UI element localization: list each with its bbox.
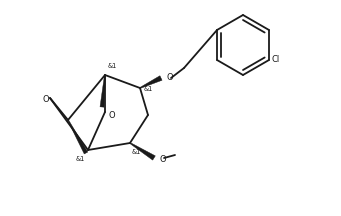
Text: O: O: [160, 154, 167, 164]
Text: O: O: [167, 73, 174, 81]
Polygon shape: [140, 76, 162, 88]
Text: &1: &1: [144, 86, 153, 92]
Text: &1: &1: [76, 156, 85, 162]
Polygon shape: [100, 75, 105, 107]
Text: &1: &1: [132, 149, 141, 155]
Polygon shape: [130, 143, 155, 160]
Text: Cl: Cl: [272, 56, 280, 65]
Text: O: O: [109, 111, 116, 119]
Polygon shape: [68, 120, 88, 154]
Text: &1: &1: [108, 63, 117, 69]
Text: O: O: [42, 95, 49, 103]
